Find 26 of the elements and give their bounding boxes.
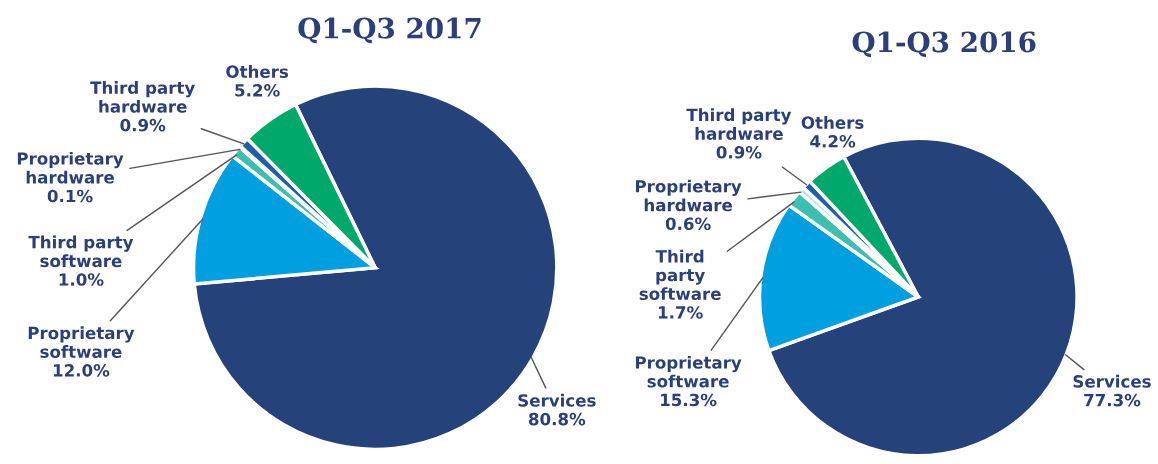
data-label: 1.0% (59, 273, 104, 286)
data-label: 4.2% (810, 135, 856, 148)
data-label: 0.9% (716, 145, 762, 159)
data-label: 5.2% (235, 84, 280, 97)
data-label: 15.3% (661, 393, 717, 407)
slice-label: Proprietary software (635, 355, 742, 388)
slice-label: Proprietary hardware (635, 179, 742, 212)
data-label: 0.6% (665, 217, 711, 231)
chart-title: Q1-Q3 2017 (298, 17, 481, 44)
slice-label: Services (518, 393, 596, 407)
slice-label: Others (801, 116, 864, 129)
slice-label: Proprietary software (28, 326, 135, 358)
data-label: 0.1% (47, 189, 93, 203)
slice-label: Third party hardware (686, 108, 792, 140)
slice-label: Third party hardware (90, 81, 195, 113)
data-label: 77.3% (1084, 393, 1141, 407)
slice-label: Third party software (639, 249, 721, 301)
slice-label: Others (226, 65, 289, 78)
data-label: 12.0% (53, 364, 110, 377)
chart-title: Q1-Q3 2016 (852, 31, 1036, 58)
data-label: 1.7% (658, 306, 703, 319)
data-label: 80.8% (528, 412, 586, 426)
slice-label: Services (1073, 374, 1151, 388)
slice-label: Third party software (28, 235, 134, 268)
slice-label: Proprietary hardware (17, 151, 124, 184)
data-label: 0.9% (120, 118, 166, 132)
